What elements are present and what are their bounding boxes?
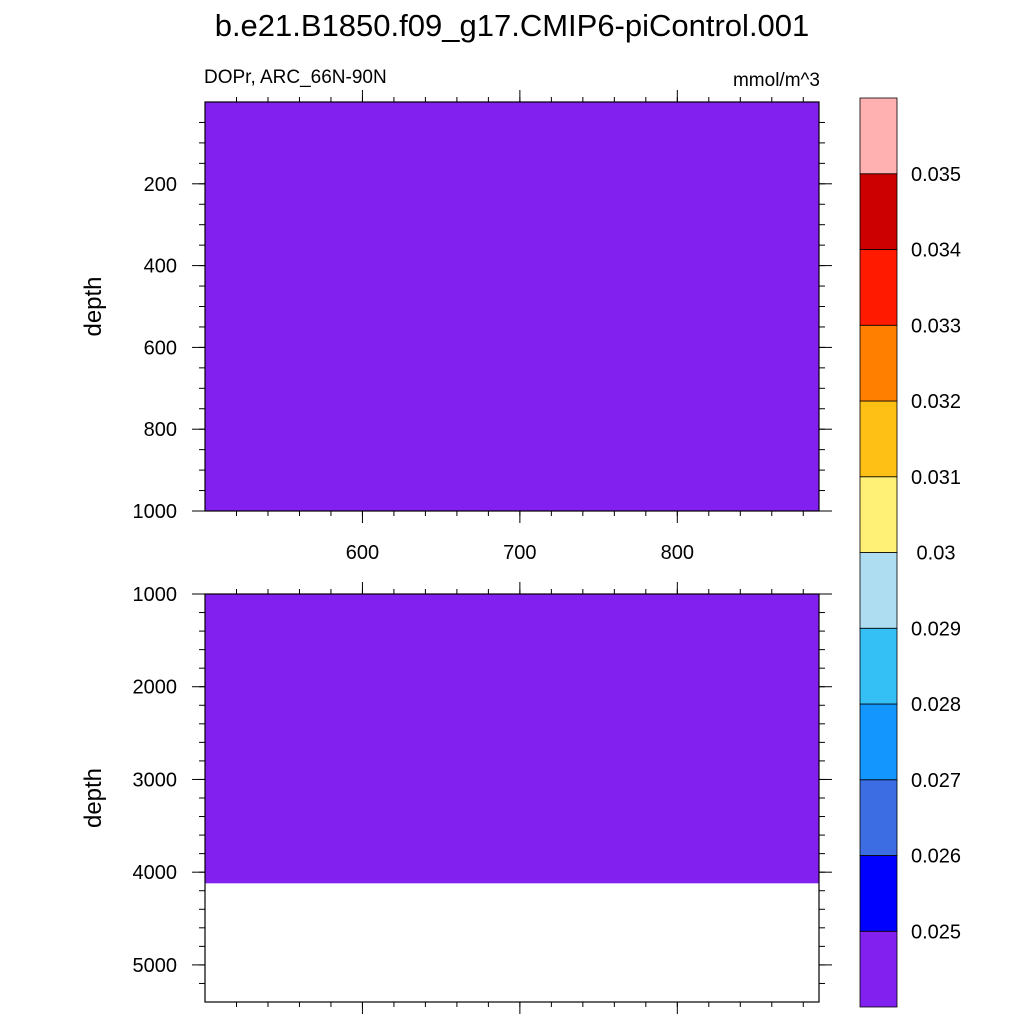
colorbar-label: 0.025	[911, 921, 961, 943]
colorbar-label: 0.028	[911, 694, 961, 716]
units-label: mmol/m^3	[733, 70, 820, 91]
y-tick-label: 3000	[133, 769, 178, 791]
colorbar-segment	[859, 552, 898, 629]
y-tick-label: 1000	[133, 584, 178, 606]
x-tick-label: 700	[503, 542, 536, 564]
y-axis-label: depth	[80, 768, 107, 828]
colorbar-label: 0.031	[911, 467, 961, 489]
y-tick-label: 400	[144, 256, 177, 278]
panel-top: 600 700 800 200 400 600 800 1000 depth	[80, 90, 832, 564]
colorbar-segment	[859, 627, 898, 705]
colorbar-label: 0.034	[911, 240, 961, 262]
y-tick-label: 800	[144, 419, 177, 441]
chart-title: b.e21.B1850.f09_g17.CMIP6-piControl.001	[215, 8, 810, 43]
y-tick-label: 2000	[133, 677, 178, 699]
variable-region-label: DOPr, ARC_66N-90N	[204, 67, 387, 88]
y-tick-label: 200	[144, 174, 177, 196]
colorbar-segment	[859, 400, 898, 478]
filled-region	[205, 102, 819, 511]
panel-bottom: 1000 2000 3000 4000 5000 depth	[80, 582, 832, 1014]
colorbar-label: 0.027	[911, 770, 961, 792]
colorbar-segment	[859, 703, 898, 781]
x-tick-label: 800	[661, 542, 694, 564]
colorbar-segment	[859, 324, 898, 402]
y-tick-label: 4000	[133, 862, 178, 884]
panels: 600 700 800 200 400 600 800 1000 depth 1000 2000 30…	[80, 90, 832, 1014]
colorbar-label: 0.029	[911, 618, 961, 640]
colorbar-segment	[859, 249, 898, 326]
y-tick-label: 1000	[133, 501, 178, 523]
colorbar-label: 0.032	[911, 391, 961, 413]
y-axis-label: depth	[80, 276, 107, 336]
colorbar: 0.025 0.026 0.027 0.028 0.029 0.03 0.031 0.032 0…	[859, 97, 961, 1008]
y-tick-label: 600	[144, 337, 177, 359]
colorbar-label: 0.033	[911, 315, 961, 337]
colorbar-segment	[859, 97, 898, 175]
x-tick-label: 600	[346, 542, 379, 564]
colorbar-label: 0.026	[911, 846, 961, 868]
colorbar-segment	[859, 476, 898, 553]
filled-region	[205, 594, 819, 884]
colorbar-segment	[859, 930, 898, 1008]
colorbar-label: 0.03	[917, 543, 956, 565]
colorbar-label: 0.035	[911, 164, 961, 186]
colorbar-segment	[859, 855, 898, 932]
colorbar-segment	[859, 779, 898, 856]
colorbar-segment	[859, 173, 898, 250]
y-tick-label: 5000	[133, 955, 178, 977]
